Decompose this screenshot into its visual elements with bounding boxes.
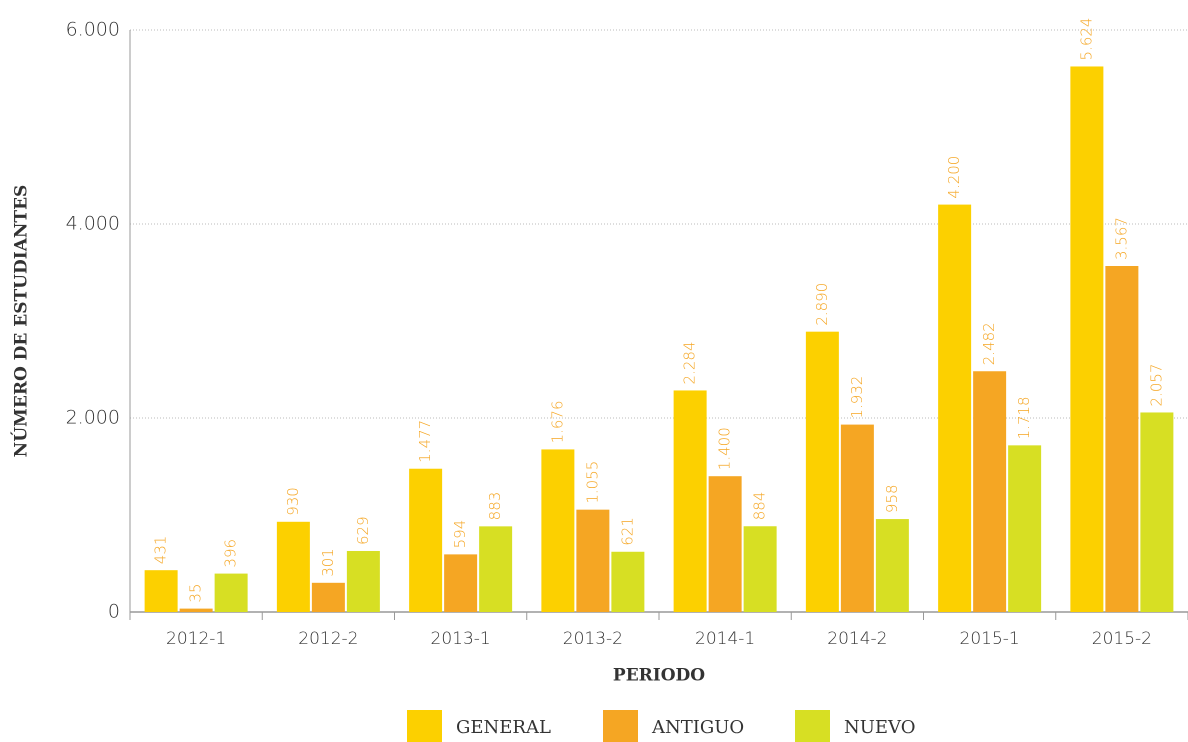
value-label: 2.057 [1147,364,1165,407]
y-tick-label: 2.000 [66,407,120,429]
legend-swatch [407,710,442,742]
bar [1070,66,1104,613]
value-label: 884 [751,492,769,521]
legend-label: GENERAL [456,717,551,738]
bar [840,424,874,612]
value-label: 621 [618,517,636,546]
x-tick-label: 2012-2 [298,629,358,649]
x-tick-label: 2015-1 [960,629,1020,649]
bar [611,551,645,612]
y-tick-label: 0 [108,601,120,623]
value-label: 396 [222,539,240,568]
bar [409,468,443,612]
bar [875,519,909,612]
y-axis-title: NÚMERO DE ESTUDIANTES [11,185,32,458]
bar [346,550,380,612]
value-label: 958 [883,484,901,513]
value-label: 930 [284,487,302,516]
x-tick-label: 2015-2 [1092,629,1152,649]
bar [938,204,972,612]
x-tick-label: 2014-1 [695,629,755,649]
value-label: 3.567 [1112,217,1130,260]
x-axis-title: PERIODO [613,666,705,686]
value-label: 1.055 [583,461,601,504]
bar [1008,445,1042,612]
bar [973,371,1007,612]
bar [541,449,575,612]
bar [276,521,310,612]
bar [479,526,513,612]
bar [444,554,478,612]
value-label: 431 [152,536,170,565]
bar [1105,266,1139,612]
bar [144,570,178,612]
y-tick-label: 6.000 [66,19,120,41]
y-tick-label: 4.000 [66,213,120,235]
legend-swatch [795,710,830,742]
value-label: 883 [486,492,504,521]
bar [805,331,839,612]
value-label: 2.482 [980,322,998,365]
value-label: 2.890 [813,283,831,326]
value-label: 1.477 [416,420,434,463]
bar [179,608,213,612]
legend-swatch [603,710,638,742]
value-label: 1.932 [848,376,866,419]
bar [311,582,345,612]
bar [576,509,610,612]
value-label: 4.200 [945,156,963,199]
bar [1140,412,1174,612]
bar [743,526,777,612]
x-tick-label: 2012-1 [166,629,226,649]
value-label: 2.284 [681,341,699,384]
value-label: 35 [187,584,205,603]
value-label: 1.400 [716,427,734,470]
x-tick-label: 2013-1 [431,629,491,649]
legend-label: NUEVO [844,717,916,738]
bar [214,573,248,612]
legend-label: ANTIGUO [651,717,744,738]
value-label: 5.624 [1077,18,1095,61]
x-tick-label: 2014-2 [827,629,887,649]
value-label: 594 [451,520,469,549]
value-label: 1.718 [1015,396,1033,439]
x-tick-label: 2013-2 [563,629,623,649]
bar [673,390,707,612]
bar [708,476,742,612]
value-label: 1.676 [548,400,566,443]
value-label: 301 [319,548,337,577]
value-label: 629 [354,516,372,545]
